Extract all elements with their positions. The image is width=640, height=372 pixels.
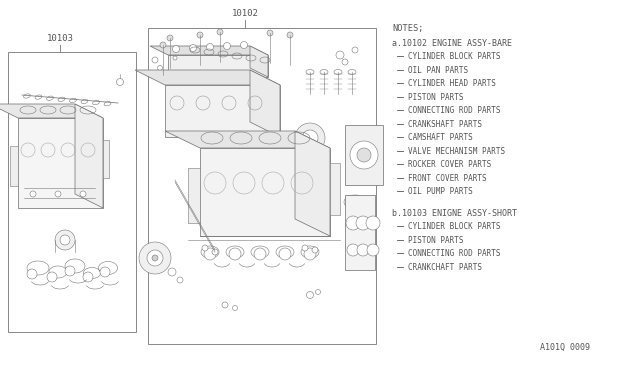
Circle shape: [356, 216, 370, 230]
Polygon shape: [250, 70, 280, 137]
Circle shape: [302, 130, 318, 146]
Circle shape: [55, 191, 61, 197]
Circle shape: [287, 32, 293, 38]
Polygon shape: [135, 70, 280, 85]
Circle shape: [229, 248, 241, 260]
Circle shape: [279, 248, 291, 260]
Circle shape: [173, 56, 177, 60]
Polygon shape: [345, 195, 375, 270]
Circle shape: [167, 35, 173, 41]
Circle shape: [357, 148, 371, 162]
Text: CYLINDER BLOCK PARTS: CYLINDER BLOCK PARTS: [408, 222, 500, 231]
Circle shape: [212, 249, 218, 255]
Text: FRONT COVER PARTS: FRONT COVER PARTS: [408, 174, 486, 183]
Text: VALVE MECHANISM PARTS: VALVE MECHANISM PARTS: [408, 147, 505, 156]
Circle shape: [304, 248, 316, 260]
Polygon shape: [345, 125, 383, 185]
Text: CONNECTING ROD PARTS: CONNECTING ROD PARTS: [408, 250, 500, 259]
Circle shape: [168, 268, 176, 276]
Circle shape: [223, 42, 230, 49]
Circle shape: [30, 191, 36, 197]
Circle shape: [157, 65, 163, 71]
Polygon shape: [150, 46, 268, 55]
Bar: [148, 28, 376, 344]
Circle shape: [116, 78, 124, 86]
Bar: [330, 163, 340, 215]
Circle shape: [302, 245, 308, 251]
Circle shape: [367, 244, 379, 256]
Polygon shape: [0, 104, 103, 118]
Text: CONNECTING ROD PARTS: CONNECTING ROD PARTS: [408, 106, 500, 115]
Circle shape: [197, 32, 203, 38]
Circle shape: [160, 42, 166, 48]
Circle shape: [316, 289, 321, 295]
Circle shape: [147, 250, 163, 266]
Bar: [8, 52, 136, 332]
Circle shape: [232, 305, 237, 311]
Text: OIL PAN PARTS: OIL PAN PARTS: [408, 66, 468, 75]
Circle shape: [217, 29, 223, 35]
Circle shape: [80, 191, 86, 197]
Circle shape: [177, 277, 183, 283]
Text: OIL PUMP PARTS: OIL PUMP PARTS: [408, 187, 473, 196]
Circle shape: [202, 245, 208, 251]
Circle shape: [204, 248, 216, 260]
Circle shape: [241, 42, 248, 48]
Text: b.10103 ENIGNE ASSY-SHORT: b.10103 ENIGNE ASSY-SHORT: [392, 209, 517, 218]
Circle shape: [336, 51, 344, 59]
Text: ROCKER COVER PARTS: ROCKER COVER PARTS: [408, 160, 492, 169]
Polygon shape: [18, 118, 103, 208]
Polygon shape: [165, 131, 330, 148]
Bar: [10, 146, 18, 186]
Text: NOTES;: NOTES;: [392, 24, 424, 33]
Circle shape: [295, 123, 325, 153]
Text: CYLINDER BLOCK PARTS: CYLINDER BLOCK PARTS: [408, 52, 500, 61]
Text: CRANKSHAFT PARTS: CRANKSHAFT PARTS: [408, 120, 482, 129]
Circle shape: [152, 57, 158, 63]
Circle shape: [346, 216, 360, 230]
Circle shape: [83, 272, 93, 282]
Bar: [188, 168, 200, 223]
Circle shape: [65, 266, 75, 276]
Circle shape: [207, 44, 214, 51]
Polygon shape: [165, 85, 280, 137]
Circle shape: [342, 59, 348, 65]
Circle shape: [27, 269, 37, 279]
Text: 10103: 10103: [47, 34, 74, 43]
Polygon shape: [250, 46, 268, 77]
Circle shape: [189, 45, 196, 51]
Bar: [103, 140, 109, 178]
Polygon shape: [75, 104, 103, 208]
Circle shape: [347, 244, 359, 256]
Text: a.10102 ENGINE ASSY-BARE: a.10102 ENGINE ASSY-BARE: [392, 39, 512, 48]
Text: PISTON PARTS: PISTON PARTS: [408, 93, 463, 102]
Circle shape: [139, 242, 171, 274]
Polygon shape: [200, 148, 330, 236]
Circle shape: [254, 248, 266, 260]
Polygon shape: [295, 131, 330, 236]
Circle shape: [47, 272, 57, 282]
Circle shape: [366, 216, 380, 230]
Text: CAMSHAFT PARTS: CAMSHAFT PARTS: [408, 133, 473, 142]
Circle shape: [267, 30, 273, 36]
Circle shape: [100, 267, 110, 277]
Text: CRANKCHAFT PARTS: CRANKCHAFT PARTS: [408, 263, 482, 272]
Circle shape: [350, 141, 378, 169]
Text: 10102: 10102: [232, 9, 259, 18]
Circle shape: [312, 247, 318, 253]
Circle shape: [173, 45, 179, 52]
Circle shape: [152, 255, 158, 261]
Text: PISTON PARTS: PISTON PARTS: [408, 236, 463, 245]
Circle shape: [222, 302, 228, 308]
Polygon shape: [168, 55, 268, 77]
Circle shape: [55, 230, 75, 250]
Circle shape: [352, 47, 358, 53]
Circle shape: [60, 235, 70, 245]
Text: A101Q 0009: A101Q 0009: [540, 343, 590, 352]
Circle shape: [307, 292, 314, 298]
Circle shape: [357, 244, 369, 256]
Text: CYLINDER HEAD PARTS: CYLINDER HEAD PARTS: [408, 79, 496, 89]
